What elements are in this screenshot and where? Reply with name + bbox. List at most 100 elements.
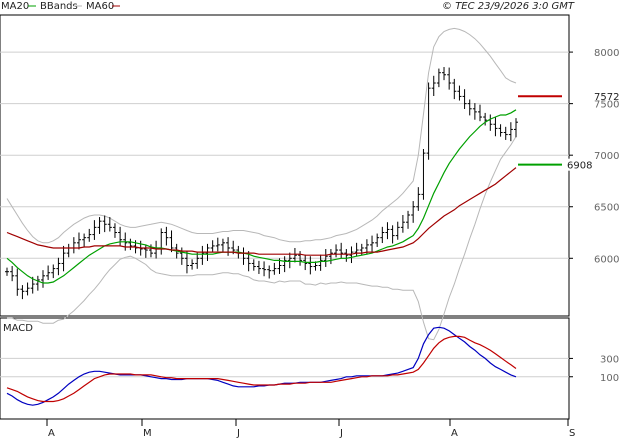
- macd-line: [6, 326, 517, 406]
- price-tick-label: 7500: [594, 100, 619, 111]
- price-bar: [97, 217, 102, 234]
- level-label: 6908: [567, 161, 592, 172]
- price-bar: [318, 254, 323, 271]
- price-bar: [292, 247, 297, 263]
- price-bar: [30, 276, 35, 294]
- price-bar: [426, 82, 431, 160]
- price-bar: [421, 149, 426, 200]
- price-bar: [251, 259, 256, 271]
- price-bar: [35, 275, 40, 291]
- month-label: S: [569, 428, 575, 439]
- price-bar: [87, 228, 92, 242]
- price-bar: [308, 256, 313, 275]
- signal-line: [6, 335, 517, 403]
- level-label-bg: [567, 158, 595, 171]
- price-bar: [508, 122, 513, 142]
- price-bar: [102, 215, 107, 233]
- price-bar: [436, 68, 441, 88]
- price-bar: [56, 257, 61, 276]
- price-bar: [478, 104, 483, 122]
- price-bar: [452, 78, 457, 100]
- bollinger-bands: [6, 27, 517, 341]
- price-bar: [462, 89, 467, 109]
- price-bar: [61, 245, 66, 272]
- level-label: 7572: [594, 92, 619, 103]
- moving-averages: [6, 109, 517, 284]
- month-label: A: [451, 428, 458, 439]
- price-bar: [282, 256, 287, 273]
- price-bar: [400, 214, 405, 233]
- price-bar: [179, 247, 184, 265]
- macd-lines: [6, 326, 517, 406]
- price-tick-label: 8000: [594, 48, 619, 59]
- price-bar: [92, 220, 97, 240]
- legend: MA20 BBands MA60: [1, 1, 120, 12]
- price-bar: [323, 249, 328, 267]
- price-bar: [272, 262, 277, 275]
- price-tick-label: 6000: [594, 254, 619, 265]
- price-bar: [503, 126, 508, 140]
- price-bar: [256, 260, 261, 274]
- price-bar: [395, 221, 400, 240]
- price-bar: [143, 244, 148, 258]
- price-bar: [46, 265, 51, 280]
- legend-ma60: MA60: [86, 1, 114, 12]
- price-bar: [431, 75, 436, 97]
- month-label: J: [236, 428, 240, 439]
- price-bar: [406, 210, 411, 229]
- price-bar: [169, 230, 174, 253]
- price-bar: [298, 251, 303, 266]
- price-bar: [467, 99, 472, 116]
- price-bar: [10, 266, 15, 282]
- price-bar: [220, 238, 225, 252]
- price-bar: [267, 265, 272, 279]
- price-bar: [416, 187, 421, 211]
- price-bar: [472, 103, 477, 120]
- price-bar: [128, 238, 133, 251]
- price-bar: [40, 270, 45, 288]
- price-bar: [385, 222, 390, 240]
- bband-lower-line: [7, 136, 517, 341]
- price-bar: [457, 85, 462, 101]
- price-bar: [370, 235, 375, 253]
- macd-grid: [0, 357, 569, 378]
- month-label: A: [48, 428, 55, 439]
- price-bar: [334, 244, 339, 258]
- price-axis-ticks: 6000 6500 7000 7500 8000: [569, 48, 619, 265]
- price-bar: [483, 112, 488, 126]
- price-bar: [118, 226, 123, 247]
- macd-tick-label: 100: [600, 373, 619, 384]
- price-bar: [493, 117, 498, 137]
- month-label: J: [339, 428, 343, 439]
- price-bar: [442, 67, 447, 81]
- price-bar: [215, 237, 220, 252]
- price-bar: [380, 226, 385, 244]
- price-tick-label: 7000: [594, 151, 619, 162]
- price-bar: [447, 67, 452, 90]
- price-bars: [5, 67, 518, 300]
- price-bar: [210, 240, 215, 253]
- price-bar: [190, 259, 195, 270]
- legend-ma20: MA20: [1, 1, 29, 12]
- ma60-line: [6, 167, 517, 256]
- price-bar: [287, 252, 292, 269]
- price-bar: [82, 233, 87, 248]
- bband-upper-line: [6, 27, 517, 244]
- price-bar: [498, 124, 503, 137]
- price-bar: [5, 267, 9, 276]
- legend-bbands: BBands: [40, 1, 78, 12]
- price-bar: [25, 282, 30, 296]
- price-tick-label: 6500: [594, 203, 619, 214]
- copyright-text: © TEC 23/9/2026 3:0 GMT: [442, 1, 575, 12]
- price-bar: [328, 249, 333, 265]
- price-bar: [184, 251, 189, 274]
- ma20-line: [6, 109, 517, 284]
- macd-tick-label: 300: [600, 354, 619, 365]
- price-bar: [164, 226, 169, 246]
- price-bar: [112, 223, 117, 238]
- price-bar: [76, 232, 81, 250]
- macd-panel-frame: [0, 317, 570, 420]
- price-bar: [195, 252, 200, 269]
